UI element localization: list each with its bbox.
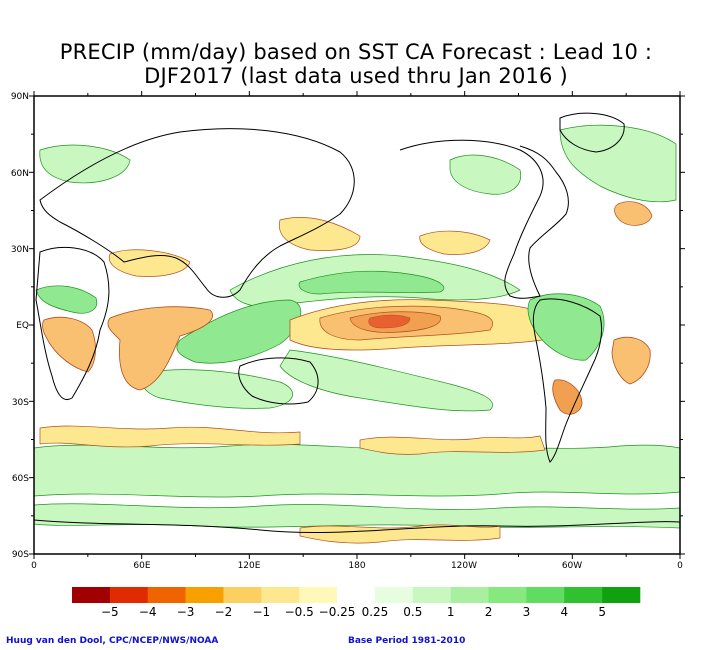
colorbar-swatch bbox=[147, 587, 186, 603]
colorbar-swatch bbox=[337, 587, 376, 603]
colorbar-swatch bbox=[109, 587, 149, 603]
colorbar-swatch bbox=[261, 587, 300, 603]
colorbar-swatch bbox=[450, 587, 489, 603]
colorbar-swatch bbox=[299, 587, 338, 603]
dry-region-south-band bbox=[39, 425, 301, 448]
coast-australia bbox=[238, 357, 319, 405]
wet-region-south-america bbox=[527, 293, 605, 361]
colorbar-swatch bbox=[374, 587, 414, 603]
lon-label: 120E bbox=[238, 561, 261, 571]
dry-region-antarctic bbox=[299, 524, 501, 544]
lat-label: 60S bbox=[12, 474, 29, 484]
colorbar-swatch bbox=[526, 587, 565, 603]
colorbar-swatch bbox=[602, 587, 641, 603]
colorbar-label: 3 bbox=[523, 605, 531, 619]
longitude-labels: 0 60E 120E 180 120W 60W 0 bbox=[31, 561, 683, 571]
colorbar-label: 4 bbox=[560, 605, 568, 619]
colorbar-label: 1 bbox=[447, 605, 455, 619]
dry-region-africa-west bbox=[42, 316, 96, 373]
lon-label: 0 bbox=[677, 561, 683, 571]
lat-label: 90S bbox=[12, 550, 29, 560]
coast-antarctica bbox=[34, 519, 680, 533]
wet-region-africa-east bbox=[35, 285, 98, 314]
colorbar-label: −3 bbox=[177, 605, 195, 619]
precip-anomaly-field bbox=[34, 124, 680, 544]
wet-region-north-america bbox=[449, 154, 522, 195]
wet-region-south-pacific-convergence bbox=[279, 349, 493, 412]
colorbar-swatch bbox=[564, 587, 603, 603]
dry-region-north-atlantic bbox=[419, 230, 491, 255]
dry-region-north-pacific-subtropics bbox=[278, 217, 361, 251]
colorbar-swatch bbox=[223, 587, 262, 603]
colorbar-swatch bbox=[72, 587, 111, 603]
lon-label: 180 bbox=[348, 561, 365, 571]
base-period-text: Base Period 1981-2010 bbox=[348, 636, 466, 646]
colorbar-label: −2 bbox=[215, 605, 233, 619]
colorbar-swatch bbox=[185, 587, 224, 603]
colorbar: −5 −4 −3 −2 −1 −0.5 −0.25 0.25 0.5 1 2 3 4 5 bbox=[72, 587, 641, 619]
coast-eurasia bbox=[39, 128, 355, 298]
colorbar-label: −0.25 bbox=[319, 605, 356, 619]
colorbar-swatch bbox=[488, 587, 527, 603]
lon-label: 60W bbox=[562, 561, 582, 571]
lat-label: 60N bbox=[11, 169, 29, 179]
axis-ticks bbox=[29, 91, 685, 559]
dry-region-europe-east bbox=[614, 201, 653, 226]
colorbar-swatch bbox=[412, 587, 451, 603]
lon-label: 120W bbox=[451, 561, 477, 571]
coast-south-america bbox=[532, 298, 603, 463]
wet-region-europe bbox=[559, 124, 677, 203]
wet-region-siberia bbox=[39, 144, 131, 184]
coast-north-america bbox=[399, 139, 569, 299]
colorbar-label: −0.5 bbox=[285, 605, 314, 619]
coastlines bbox=[34, 112, 680, 533]
lat-label: 30N bbox=[11, 245, 29, 255]
lon-label: 0 bbox=[31, 561, 37, 571]
dry-region-south-pacific bbox=[359, 435, 546, 455]
dry-region-indian-ocean bbox=[107, 306, 213, 391]
coast-greenland bbox=[559, 112, 625, 153]
lat-label: EQ bbox=[16, 321, 29, 331]
coast-africa bbox=[35, 246, 110, 400]
colorbar-label: 0.5 bbox=[403, 605, 422, 619]
dry-region-equatorial-pacific-max bbox=[368, 314, 411, 329]
dry-region-atlantic bbox=[611, 336, 651, 385]
credit-text: Huug van den Dool, CPC/NCEP/NWS/NOAA bbox=[6, 636, 219, 646]
wet-region-south-indian bbox=[142, 369, 293, 409]
wet-region-north-pacific-core bbox=[298, 270, 445, 295]
lat-label: 30S bbox=[12, 398, 29, 408]
map-title-line2: DJF2017 (last data used thru Jan 2016 ) bbox=[144, 64, 568, 88]
wet-region-maritime-continent bbox=[176, 299, 302, 364]
colorbar-label: −1 bbox=[252, 605, 270, 619]
colorbar-label: −4 bbox=[139, 605, 157, 619]
lon-label: 60E bbox=[133, 561, 150, 571]
colorbar-label: 5 bbox=[598, 605, 606, 619]
colorbar-label: 0.25 bbox=[362, 605, 389, 619]
colorbar-label: −5 bbox=[101, 605, 119, 619]
latitude-labels: 90N 60N 30N EQ 30S 60S 90S bbox=[11, 92, 29, 560]
wet-region-southern-belt bbox=[34, 443, 680, 498]
map-title-line1: PRECIP (mm/day) based on SST CA Forecast… bbox=[59, 40, 653, 64]
dry-region-south-america bbox=[552, 379, 583, 415]
colorbar-label: 2 bbox=[485, 605, 493, 619]
lat-label: 90N bbox=[11, 92, 29, 102]
